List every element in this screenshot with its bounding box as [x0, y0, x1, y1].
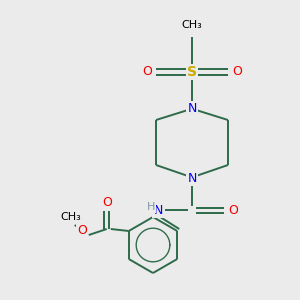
Text: CH₃: CH₃ — [182, 20, 203, 30]
Text: N: N — [187, 172, 197, 184]
Text: O: O — [228, 203, 238, 217]
Text: O: O — [142, 65, 152, 79]
Text: N: N — [187, 101, 197, 115]
Text: O: O — [77, 224, 87, 238]
Text: H: H — [147, 202, 155, 212]
Text: S: S — [187, 65, 197, 79]
Text: O: O — [232, 65, 242, 79]
Text: N: N — [153, 203, 163, 217]
Text: O: O — [102, 196, 112, 209]
Text: CH₃: CH₃ — [60, 212, 81, 222]
